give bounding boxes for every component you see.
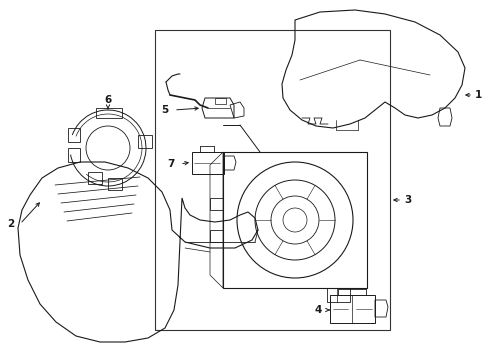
Text: 3: 3: [403, 195, 410, 205]
Text: 5: 5: [161, 105, 168, 115]
Text: 6: 6: [104, 95, 111, 105]
Text: 2: 2: [7, 219, 14, 229]
Text: 7: 7: [167, 159, 175, 169]
Text: 1: 1: [474, 90, 481, 100]
Text: 4: 4: [314, 305, 321, 315]
